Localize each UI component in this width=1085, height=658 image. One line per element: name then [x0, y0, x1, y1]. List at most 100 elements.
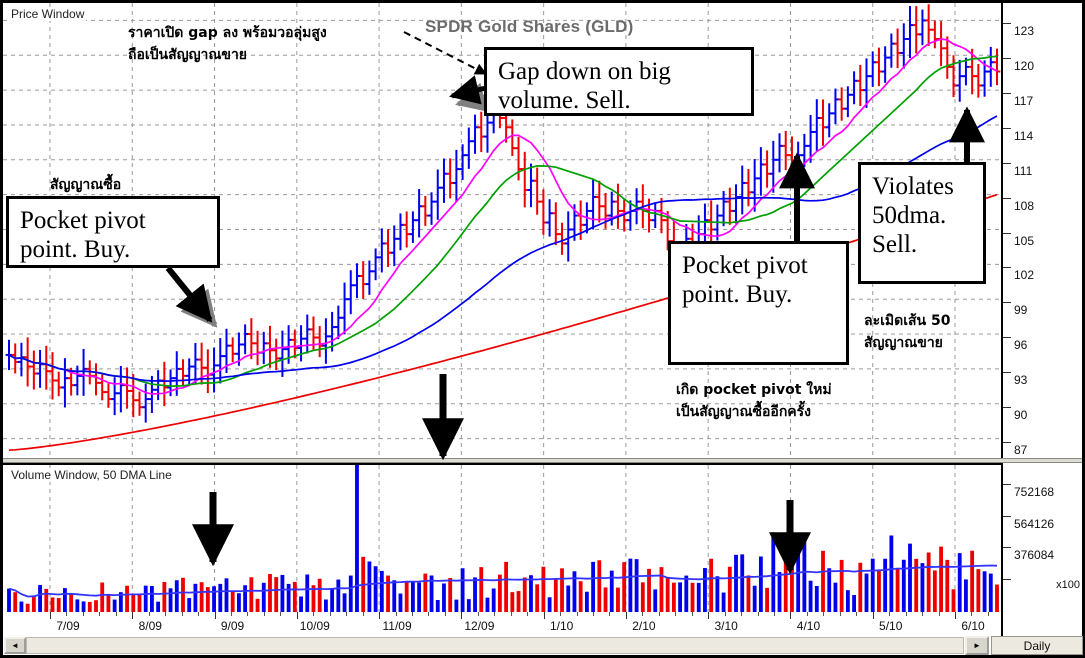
scroll-right-button[interactable]: ► [965, 636, 989, 655]
date-axis-minor-tick [66, 612, 68, 616]
price-axis-tick [1003, 267, 1011, 269]
callout-pocket-pivot-1-text: Pocket pivot point. Buy. [20, 207, 146, 263]
date-axis-tick [708, 612, 710, 619]
price-axis-label: 117 [1014, 94, 1034, 109]
date-axis-minor-tick [165, 612, 167, 616]
date-axis-tick [379, 612, 381, 619]
scroll-track[interactable] [26, 637, 964, 654]
price-axis-label: 114 [1014, 128, 1034, 143]
date-axis-tick [461, 612, 463, 619]
date-axis-minor-tick [675, 612, 677, 616]
date-axis-label: 6/10 [961, 619, 985, 633]
date-axis-minor-tick [576, 612, 578, 616]
price-axis-label: 102 [1014, 268, 1035, 283]
scroll-left-button[interactable]: ◄ [4, 637, 26, 654]
date-axis-label: 2/10 [632, 619, 656, 633]
thai-note-gap-down-line1: ราคาเปิด gap ลง พร้อมวอลุ่มสูง [128, 25, 327, 41]
date-axis-minor-tick [510, 612, 512, 616]
date-axis-tick [296, 612, 298, 619]
date-axis-tick [50, 612, 51, 619]
date-axis-minor-tick [231, 612, 232, 616]
thai-note-violate-line2: สัญญาณขาย [864, 335, 943, 351]
callout-violates-50dma-text: Violates 50dma. Sell. [872, 173, 954, 258]
price-window-caption: Price Window [9, 7, 87, 21]
thai-note-gap-down-line2: ถือเป็นสัญญาณขาย [128, 47, 248, 63]
price-axis-label: 93 [1014, 372, 1028, 387]
price-axis-tick [1003, 162, 1011, 164]
date-axis-minor-tick [444, 612, 446, 616]
volume-axis-tick [1003, 484, 1011, 486]
date-axis-minor-tick [280, 612, 282, 616]
price-axis-tick [1003, 371, 1011, 373]
date-axis-tick [214, 612, 216, 619]
price-axis-tick [1003, 406, 1011, 408]
date-axis-minor-tick [148, 612, 150, 616]
price-axis-label: 96 [1014, 338, 1028, 353]
date-axis-minor-tick [658, 612, 660, 616]
date-axis-minor-tick [823, 612, 825, 616]
thai-note-violate-line1: ละเมิดเส้น 50 [864, 313, 951, 329]
date-axis-label: 4/10 [796, 619, 821, 633]
pane-splitter[interactable] [3, 458, 1082, 463]
price-axis-label: 108 [1014, 198, 1035, 213]
chart-title: SPDR Gold Shares (GLD) [425, 17, 634, 36]
date-axis-minor-tick [757, 612, 759, 616]
callout-pocket-pivot-2: Pocket pivot point. Buy. [668, 241, 849, 365]
date-axis-tick [132, 612, 134, 619]
volume-chart-pane[interactable]: Volume Window, 50 DMA Line [3, 463, 1003, 612]
date-axis-minor-tick [494, 612, 496, 616]
horizontal-scrollbar[interactable]: ◄ [3, 636, 965, 655]
price-axis-label: 111 [1014, 163, 1033, 178]
date-axis-minor-tick [724, 612, 726, 616]
volume-axis-label: 752168 [1014, 485, 1055, 500]
callout-gap-down-text: Gap down on big volume. Sell. [498, 58, 671, 114]
date-axis-minor-tick [329, 612, 331, 616]
callout-pocket-pivot-2-text: Pocket pivot point. Buy. [682, 252, 808, 308]
thai-note-pocket-pivot-line1: เกิด pocket pivot ใหม่ [676, 382, 832, 398]
date-axis-minor-tick [198, 612, 200, 616]
date-axis-minor-tick [527, 612, 529, 616]
price-axis-label: 99 [1014, 303, 1028, 318]
date-axis-minor-tick [987, 612, 989, 616]
date-axis-label: 5/10 [879, 619, 903, 633]
price-axis-tick [1003, 23, 1011, 25]
date-axis-label: 3/10 [714, 619, 738, 633]
date-axis-minor-tick [362, 612, 364, 616]
date-axis-minor-tick [247, 612, 249, 616]
date-axis-label: 11/09 [382, 619, 412, 633]
date-axis-minor-tick [774, 612, 775, 616]
price-axis-tick [1003, 232, 1011, 234]
date-axis-label: 7/09 [56, 619, 80, 633]
date-axis-minor-tick [856, 612, 858, 616]
callout-gap-down: Gap down on big volume. Sell. [484, 47, 754, 116]
date-axis-minor-tick [642, 612, 644, 616]
volume-axis-label: 564126 [1014, 516, 1055, 531]
volume-axis-tick [1003, 515, 1011, 517]
date-axis-tick [872, 612, 874, 619]
price-axis-tick [1003, 337, 1011, 339]
date-axis-minor-tick [741, 612, 743, 616]
date-axis-minor-tick [905, 612, 907, 616]
date-axis-minor-tick [263, 612, 265, 616]
date-axis-minor-tick [82, 612, 84, 616]
date-axis-minor-tick [560, 612, 562, 616]
date-axis-label: 12/09 [464, 619, 495, 633]
callout-violates-50dma: Violates 50dma. Sell. [858, 162, 986, 284]
date-axis-minor-tick [313, 612, 315, 616]
date-axis-tick [625, 612, 627, 619]
date-axis-minor-tick [428, 612, 430, 616]
price-axis-tick [1003, 197, 1011, 199]
callout-pocket-pivot-1: Pocket pivot point. Buy. [6, 196, 220, 268]
date-axis-minor-tick [691, 612, 693, 616]
date-axis-minor-tick [346, 612, 348, 616]
thai-note-pocket-pivot-line2: เป็นสัญญาณซื้ออีกครั้ง [676, 404, 812, 420]
date-axis-minor-tick [922, 612, 924, 616]
date-axis-label: 1/10 [549, 619, 574, 633]
timeframe-button[interactable]: Daily [991, 636, 1083, 655]
date-axis-tick [543, 612, 545, 619]
volume-axis-label: 376084 [1014, 548, 1055, 563]
date-axis-minor-tick [839, 612, 841, 616]
price-axis-label: 87 [1014, 442, 1028, 457]
price-axis-label: 120 [1014, 59, 1035, 74]
